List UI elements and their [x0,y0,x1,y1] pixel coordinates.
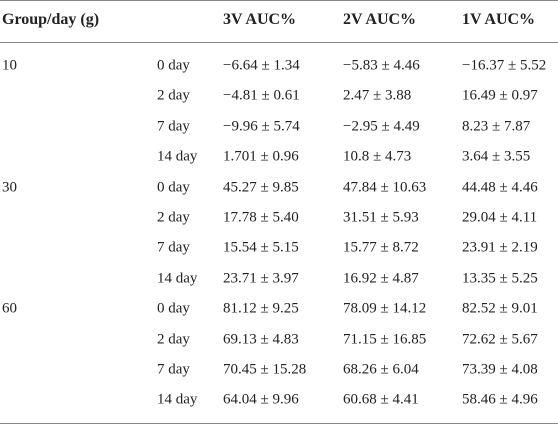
value-cell: 2.47 ± 3.88 [343,87,412,104]
header-cell: 1V AUC% [462,11,536,28]
day-label: 2 day [157,209,190,226]
value-cell: −16.37 ± 5.52 [462,57,547,74]
day-label: 2 day [157,87,190,104]
value-cell: 16.49 ± 0.97 [462,87,538,104]
value-cell: 47.84 ± 10.63 [343,179,427,196]
day-label: 2 day [157,331,190,348]
value-cell: 31.51 ± 5.93 [343,209,419,226]
header-cell: Group/day (g) [2,11,100,28]
day-label: 7 day [157,361,190,378]
day-label: 0 day [157,300,190,317]
value-cell: 70.45 ± 15.28 [223,361,307,378]
value-cell: 3.64 ± 3.55 [462,148,531,165]
top-rule [0,0,558,1]
day-label: 7 day [157,239,190,256]
value-cell: 17.78 ± 5.40 [223,209,299,226]
value-cell: 45.27 ± 9.85 [223,179,299,196]
bottom-rule [0,423,558,424]
value-cell: 1.701 ± 0.96 [223,148,299,165]
header-rule [0,42,558,43]
value-cell: 68.26 ± 6.04 [343,361,419,378]
value-cell: 8.23 ± 7.87 [462,118,531,135]
value-cell: −6.64 ± 1.34 [223,57,300,74]
value-cell: 71.15 ± 16.85 [343,331,427,348]
day-label: 0 day [157,57,190,74]
value-cell: 81.12 ± 9.25 [223,300,299,317]
value-cell: 64.04 ± 9.96 [223,391,299,408]
day-label: 0 day [157,179,190,196]
value-cell: 82.52 ± 9.01 [462,300,538,317]
value-cell: 13.35 ± 5.25 [462,270,538,287]
day-label: 7 day [157,118,190,135]
value-cell: 44.48 ± 4.46 [462,179,538,196]
value-cell: 58.46 ± 4.96 [462,391,538,408]
value-cell: −2.95 ± 4.49 [343,118,420,135]
value-cell: 60.68 ± 4.41 [343,391,419,408]
group-label: 10 [2,57,17,74]
value-cell: 72.62 ± 5.67 [462,331,538,348]
value-cell: 78.09 ± 14.12 [343,300,427,317]
value-cell: 23.91 ± 2.19 [462,239,538,256]
day-label: 14 day [157,391,198,408]
value-cell: 29.04 ± 4.11 [462,209,538,226]
value-cell: −4.81 ± 0.61 [223,87,300,104]
header-cell: 3V AUC% [223,11,297,28]
day-label: 14 day [157,270,198,287]
day-label: 14 day [157,148,198,165]
group-label: 60 [2,300,17,317]
value-cell: 23.71 ± 3.97 [223,270,299,287]
value-cell: −9.96 ± 5.74 [223,118,300,135]
value-cell: 73.39 ± 4.08 [462,361,538,378]
value-cell: −5.83 ± 4.46 [343,57,420,74]
value-cell: 10.8 ± 4.73 [343,148,412,165]
value-cell: 15.77 ± 8.72 [343,239,419,256]
value-cell: 15.54 ± 5.15 [223,239,299,256]
group-label: 30 [2,179,17,196]
value-cell: 69.13 ± 4.83 [223,331,299,348]
value-cell: 16.92 ± 4.87 [343,270,419,287]
header-cell: 2V AUC% [343,11,417,28]
